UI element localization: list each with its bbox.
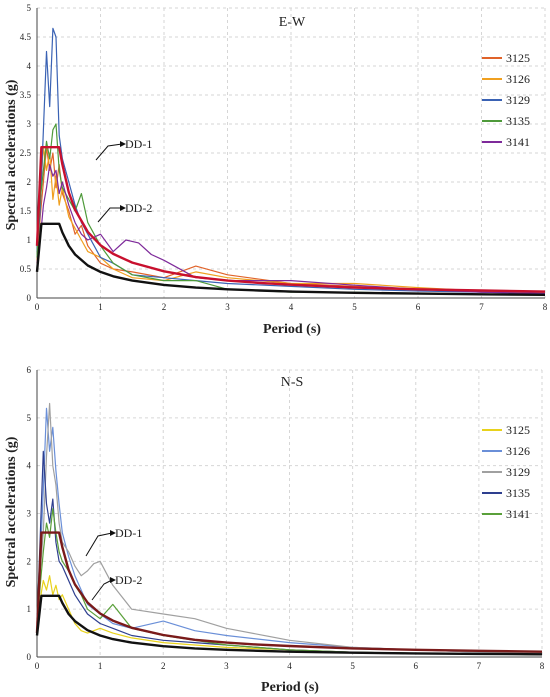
y-tick-label: 5 xyxy=(27,3,32,13)
legend-label: 3135 xyxy=(506,114,530,128)
y-tick-label: 4.5 xyxy=(20,32,32,42)
x-tick-label: 2 xyxy=(162,302,167,312)
y-tick-label: 3 xyxy=(27,119,32,129)
y-tick-label: 4 xyxy=(27,61,32,71)
y-tick-label: 3.5 xyxy=(20,90,32,100)
x-tick-label: 4 xyxy=(289,302,294,312)
x-tick-label: 2 xyxy=(161,661,166,671)
y-tick-label: 6 xyxy=(27,365,32,375)
annotation-label: DD-2 xyxy=(125,201,152,215)
y-tick-label: 0.5 xyxy=(20,264,32,274)
x-axis-label: Period (s) xyxy=(261,680,319,695)
series-line-dd-2 xyxy=(35,222,546,296)
legend-label: 3141 xyxy=(506,135,530,149)
y-tick-label: 3 xyxy=(27,509,32,519)
series-line-dd-1 xyxy=(35,145,546,293)
y-tick-label: 2.5 xyxy=(20,148,32,158)
chart-title: E-W xyxy=(279,15,306,30)
x-tick-label: 7 xyxy=(479,302,484,312)
y-tick-label: 1.5 xyxy=(20,206,32,216)
series-line-dd-2 xyxy=(35,594,543,656)
chart-ns: N-S Period (s) Spectral accelerations (g… xyxy=(4,365,545,695)
legend-label: 3125 xyxy=(506,51,530,65)
x-tick-label: 3 xyxy=(225,302,230,312)
legend-label: 3129 xyxy=(506,465,530,479)
annotation-arrowhead xyxy=(120,205,126,211)
x-tick-label: 8 xyxy=(543,302,548,312)
x-tick-label: 4 xyxy=(287,661,292,671)
y-tick-label: 2 xyxy=(27,556,32,566)
y-axis-label: Spectral accelerations (g) xyxy=(4,79,19,230)
x-tick-label: 5 xyxy=(350,661,355,671)
legend-label: 3141 xyxy=(506,507,530,521)
x-tick-label: 0 xyxy=(35,302,40,312)
annotation-label: DD-1 xyxy=(115,526,142,540)
annotation-label: DD-1 xyxy=(125,137,152,151)
x-axis-label: Period (s) xyxy=(263,322,321,337)
legend-label: 3125 xyxy=(506,423,530,437)
annotation-arrowhead xyxy=(120,141,126,147)
x-tick-label: 6 xyxy=(414,661,419,671)
legend-label: 3126 xyxy=(506,444,530,458)
annotation-arrow xyxy=(85,532,113,557)
x-tick-label: 6 xyxy=(416,302,421,312)
legend-label: 3129 xyxy=(506,93,530,107)
annotation-arrow xyxy=(91,579,113,601)
x-tick-label: 3 xyxy=(224,661,229,671)
annotation-arrowhead xyxy=(110,530,116,536)
annotation-arrow xyxy=(95,143,123,161)
x-tick-label: 1 xyxy=(98,661,103,671)
chart-ew: E-W Period (s) Spectral accelerations (g… xyxy=(4,3,548,337)
series-line-3141 xyxy=(36,508,543,656)
x-tick-label: 5 xyxy=(352,302,357,312)
annotation-label: DD-2 xyxy=(115,573,142,587)
y-tick-label: 2 xyxy=(27,177,32,187)
annotation-arrowhead xyxy=(110,577,116,583)
y-tick-label: 1 xyxy=(27,604,32,614)
x-tick-label: 7 xyxy=(477,661,482,671)
x-tick-label: 0 xyxy=(35,661,40,671)
y-tick-label: 0 xyxy=(27,293,32,303)
y-tick-label: 0 xyxy=(27,652,32,662)
y-tick-label: 5 xyxy=(27,413,32,423)
annotation-arrow xyxy=(97,207,122,223)
series-line-dd-1 xyxy=(35,531,543,653)
y-tick-label: 1 xyxy=(27,235,32,245)
legend-label: 3126 xyxy=(506,72,530,86)
y-axis-label: Spectral accelerations (g) xyxy=(4,436,19,587)
x-tick-label: 1 xyxy=(98,302,103,312)
chart-title: N-S xyxy=(281,375,304,390)
series-line-3129 xyxy=(36,402,543,654)
x-tick-label: 8 xyxy=(540,661,545,671)
y-tick-label: 4 xyxy=(27,461,32,471)
legend-label: 3135 xyxy=(506,486,530,500)
